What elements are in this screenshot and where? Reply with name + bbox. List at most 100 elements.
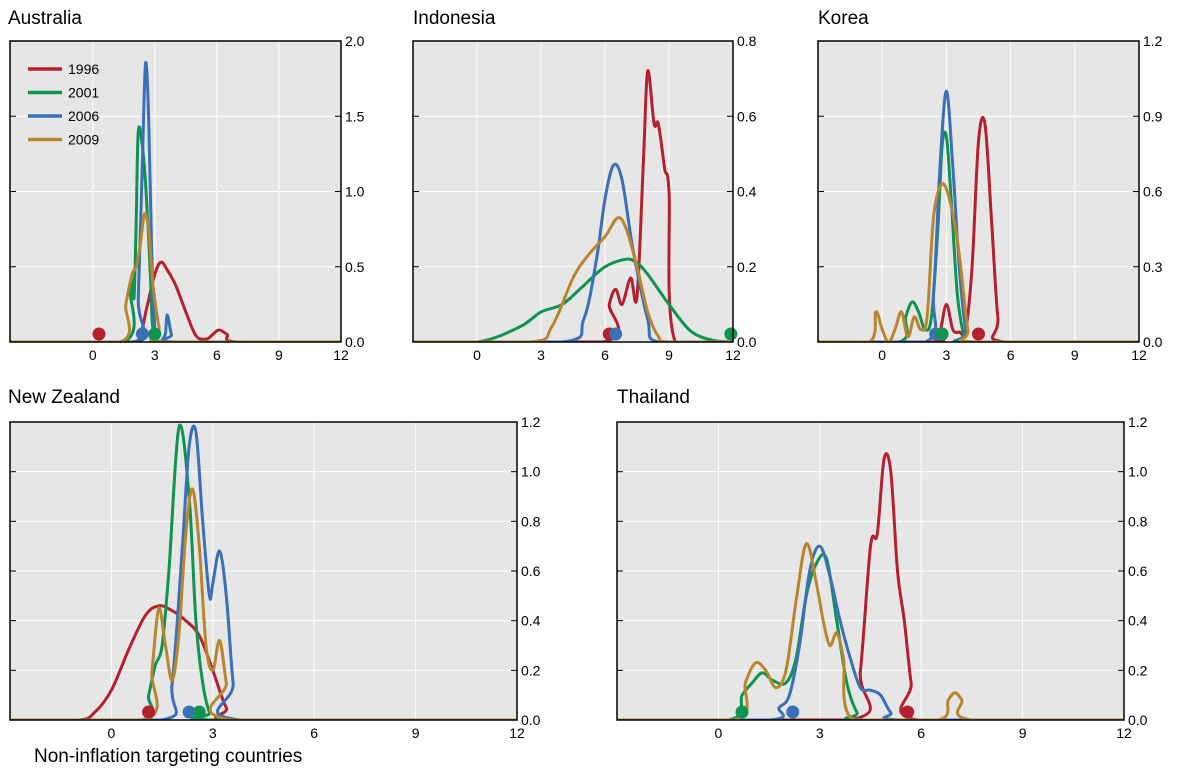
y-tick-label: 0.4: [737, 184, 757, 200]
y-tick-label: 0.3: [1143, 259, 1163, 275]
median-marker-2001: [735, 705, 749, 719]
median-marker-2006: [786, 705, 800, 719]
median-marker-2001: [724, 327, 738, 341]
series-line-2001: [413, 257, 733, 342]
series-line-2009: [10, 487, 517, 720]
x-tick-label: 3: [943, 347, 951, 363]
y-tick-label: 0.2: [1128, 662, 1148, 678]
plot-frame: [616, 421, 1125, 721]
median-marker-2001: [935, 327, 949, 341]
y-tick-label: 1.5: [345, 108, 365, 124]
median-marker-2006: [135, 327, 149, 341]
panel-title: Korea: [818, 8, 869, 29]
y-tick-label: 0.2: [521, 662, 541, 678]
y-tick-label: 1.2: [1128, 414, 1148, 430]
series-line-2006: [413, 162, 733, 342]
x-tick-label: 0: [89, 347, 97, 363]
x-tick-label: 9: [412, 725, 420, 741]
y-tick-label: 1.0: [345, 184, 365, 200]
x-tick-label: 0: [473, 347, 481, 363]
plot-frame: [412, 40, 734, 343]
y-tick-label: 0.5: [345, 259, 365, 275]
y-tick-label: 1.0: [521, 464, 541, 480]
series-line-2009: [10, 212, 341, 342]
x-tick-label: 6: [1007, 347, 1015, 363]
plot-frame: [9, 40, 342, 343]
y-tick-label: 1.0: [1128, 464, 1148, 480]
x-tick-label: 12: [333, 347, 349, 363]
series-line-2001: [10, 423, 517, 720]
y-tick-label: 0.6: [1143, 184, 1163, 200]
legend-label-2001: 2001: [68, 85, 99, 101]
x-tick-label: 12: [1131, 347, 1147, 363]
x-tick-label: 12: [509, 725, 525, 741]
x-tick-label: 3: [151, 347, 159, 363]
x-tick-label: 0: [715, 725, 723, 741]
y-tick-label: 0.8: [737, 33, 757, 49]
x-tick-label: 6: [601, 347, 609, 363]
x-tick-label: 3: [209, 725, 217, 741]
legend-label-1996: 1996: [68, 61, 99, 77]
legend-label-2009: 2009: [68, 132, 99, 148]
x-tick-label: 3: [537, 347, 545, 363]
y-tick-label: 0.8: [521, 513, 541, 529]
median-marker-2001: [192, 705, 206, 719]
median-marker-1996: [92, 327, 106, 341]
panel-title: New Zealand: [8, 387, 120, 408]
y-tick-label: 1.2: [1143, 33, 1163, 49]
x-tick-label: 6: [310, 725, 318, 741]
y-tick-label: 0.0: [345, 334, 365, 350]
series-line-2009: [617, 542, 1124, 720]
panel-thailand: Thailand 0 3 6 9 120.0 0.2 0.4 0.6 0.8 1.0 1.2: [616, 387, 1148, 741]
series-line-1996: [413, 69, 733, 342]
y-tick-label: 0.0: [1128, 712, 1148, 728]
panel-title: Thailand: [617, 387, 690, 408]
x-tick-label: 9: [665, 347, 673, 363]
series-line-1996: [617, 452, 1124, 720]
plot-frame: [9, 421, 518, 721]
panel-title: Australia: [8, 8, 82, 29]
panel-australia: Australia 0 3 6 9 120.0 0.5 1.0 1.5 2.0: [8, 8, 365, 363]
panel-korea: Korea 0 3 6 9 120.0 0.3 0.6 0.9 1.2: [817, 8, 1163, 363]
x-tick-label: 6: [917, 725, 925, 741]
y-tick-label: 0.0: [737, 334, 757, 350]
x-tick-label: 0: [878, 347, 886, 363]
x-tick-label: 0: [108, 725, 116, 741]
median-marker-2001: [148, 327, 162, 341]
legend-label-2006: 2006: [68, 108, 99, 124]
median-marker-1996: [142, 705, 156, 719]
x-tick-label: 9: [1019, 725, 1027, 741]
y-tick-label: 0.6: [1128, 563, 1148, 579]
y-tick-label: 1.2: [521, 414, 541, 430]
x-tick-label: 9: [275, 347, 283, 363]
series-line-2009: [413, 216, 733, 342]
y-tick-label: 0.2: [737, 259, 757, 275]
series-line-2006: [617, 544, 1124, 720]
y-tick-label: 0.0: [1143, 334, 1163, 350]
median-marker-1996: [972, 327, 985, 341]
x-tick-label: 6: [213, 347, 221, 363]
panel-indonesia: Indonesia 0 3 6 9 120.0 0.2 0.4 0.6 0.8: [412, 8, 757, 363]
plot-frame: [817, 40, 1140, 343]
footer-note: Non-inflation targeting countries: [34, 746, 303, 767]
series-line-2009: [818, 182, 1139, 342]
median-marker-2006: [182, 705, 196, 719]
series-line-2006: [10, 424, 517, 720]
x-tick-label: 12: [725, 347, 741, 363]
panel-title: Indonesia: [413, 8, 496, 29]
y-tick-label: 0.6: [737, 108, 757, 124]
y-tick-label: 0.8: [1128, 513, 1148, 529]
median-marker-1996: [901, 705, 915, 719]
y-tick-label: 0.4: [1128, 613, 1148, 629]
panel-new-zealand: New Zealand 0 3 6 9 120.0 0.2 0.4 0.6 0.8 1.0 1.2: [8, 387, 541, 741]
x-tick-label: 9: [1071, 347, 1079, 363]
x-tick-label: 3: [816, 725, 824, 741]
y-tick-label: 0.9: [1143, 108, 1163, 124]
y-tick-label: 0.4: [521, 613, 541, 629]
median-marker-2006: [609, 327, 623, 341]
y-tick-label: 0.6: [521, 563, 541, 579]
x-tick-label: 12: [1116, 725, 1132, 741]
y-tick-label: 0.0: [521, 712, 541, 728]
legend: 1996 2001 2006 2009: [28, 61, 99, 148]
